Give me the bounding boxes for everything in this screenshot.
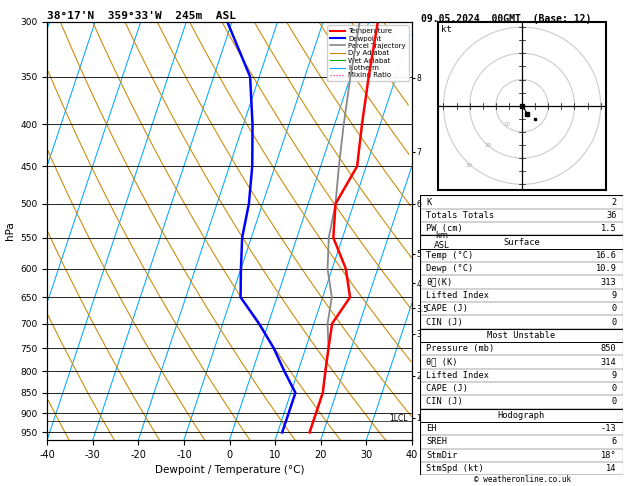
- Text: 36: 36: [606, 211, 616, 220]
- Text: 850: 850: [601, 344, 616, 353]
- Text: CAPE (J): CAPE (J): [426, 304, 468, 313]
- Text: kt: kt: [441, 25, 452, 35]
- X-axis label: Dewpoint / Temperature (°C): Dewpoint / Temperature (°C): [155, 465, 304, 475]
- Text: Totals Totals: Totals Totals: [426, 211, 494, 220]
- Y-axis label: hPa: hPa: [4, 222, 14, 240]
- Text: CIN (J): CIN (J): [426, 398, 463, 406]
- Text: 10: 10: [503, 122, 510, 127]
- Text: -13: -13: [601, 424, 616, 433]
- Text: SREH: SREH: [426, 437, 447, 447]
- Text: 6: 6: [611, 437, 616, 447]
- Text: StmSpd (kt): StmSpd (kt): [426, 464, 484, 473]
- Text: 9: 9: [611, 291, 616, 300]
- Text: Dewp (°C): Dewp (°C): [426, 264, 474, 273]
- Text: 0: 0: [611, 304, 616, 313]
- Text: 2: 2: [611, 197, 616, 207]
- Text: CIN (J): CIN (J): [426, 317, 463, 327]
- Text: Temp (°C): Temp (°C): [426, 251, 474, 260]
- Text: 14: 14: [606, 464, 616, 473]
- Text: 10.9: 10.9: [596, 264, 616, 273]
- Text: K: K: [426, 197, 431, 207]
- Text: EH: EH: [426, 424, 437, 433]
- Text: 38°17'N  359°33'W  245m  ASL: 38°17'N 359°33'W 245m ASL: [47, 11, 236, 21]
- Text: 30: 30: [465, 163, 472, 168]
- Y-axis label: km
ASL: km ASL: [435, 231, 450, 250]
- Text: 0: 0: [611, 384, 616, 393]
- Text: 20: 20: [484, 142, 491, 148]
- Text: Lifted Index: Lifted Index: [426, 371, 489, 380]
- Text: Surface: Surface: [503, 238, 540, 246]
- Text: StmDir: StmDir: [426, 451, 458, 460]
- Text: Hodograph: Hodograph: [498, 411, 545, 420]
- Text: 09.05.2024  00GMT  (Base: 12): 09.05.2024 00GMT (Base: 12): [421, 14, 592, 24]
- Text: 314: 314: [601, 358, 616, 366]
- Text: θᴇ (K): θᴇ (K): [426, 358, 458, 366]
- Text: Pressure (mb): Pressure (mb): [426, 344, 494, 353]
- Text: 16.6: 16.6: [596, 251, 616, 260]
- Text: PW (cm): PW (cm): [426, 224, 463, 233]
- Text: Lifted Index: Lifted Index: [426, 291, 489, 300]
- Text: Most Unstable: Most Unstable: [487, 331, 555, 340]
- Text: 9: 9: [611, 371, 616, 380]
- Text: 313: 313: [601, 278, 616, 287]
- Text: 18°: 18°: [601, 451, 616, 460]
- Text: θᴇ(K): θᴇ(K): [426, 278, 452, 287]
- Legend: Temperature, Dewpoint, Parcel Trajectory, Dry Adiabat, Wet Adiabat, Isotherm, Mi: Temperature, Dewpoint, Parcel Trajectory…: [327, 25, 408, 81]
- Text: © weatheronline.co.uk: © weatheronline.co.uk: [474, 474, 571, 484]
- Text: 0: 0: [611, 317, 616, 327]
- Text: 0: 0: [611, 398, 616, 406]
- Text: CAPE (J): CAPE (J): [426, 384, 468, 393]
- Text: 1.5: 1.5: [601, 224, 616, 233]
- Text: 1LCL: 1LCL: [389, 414, 408, 423]
